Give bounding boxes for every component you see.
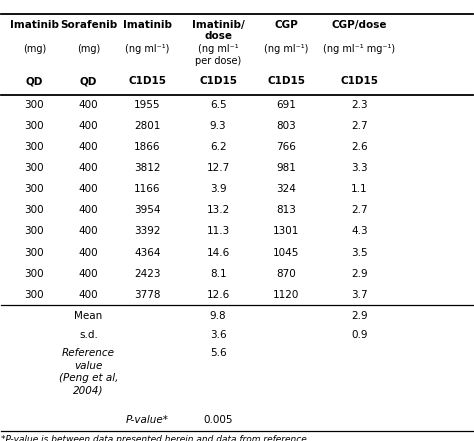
Text: s.d.: s.d. [79, 330, 98, 340]
Text: 1.1: 1.1 [351, 184, 368, 194]
Text: C1D15: C1D15 [128, 76, 166, 86]
Text: CGP/dose: CGP/dose [332, 19, 387, 30]
Text: Imatinib: Imatinib [123, 19, 172, 30]
Text: 400: 400 [79, 100, 99, 110]
Text: (ng ml⁻¹
per dose): (ng ml⁻¹ per dose) [195, 44, 241, 66]
Text: 1866: 1866 [134, 142, 161, 152]
Text: (ng ml⁻¹): (ng ml⁻¹) [264, 44, 309, 54]
Text: 300: 300 [25, 226, 44, 236]
Text: 813: 813 [276, 206, 296, 215]
Text: 300: 300 [25, 290, 44, 299]
Text: 6.2: 6.2 [210, 142, 227, 152]
Text: 2423: 2423 [134, 269, 161, 279]
Text: C1D15: C1D15 [199, 76, 237, 86]
Text: CGP: CGP [274, 19, 298, 30]
Text: 4.3: 4.3 [351, 226, 368, 236]
Text: 9.8: 9.8 [210, 311, 227, 321]
Text: QD: QD [26, 76, 43, 86]
Text: 300: 300 [25, 184, 44, 194]
Text: 4364: 4364 [134, 247, 161, 258]
Text: 2.7: 2.7 [351, 206, 368, 215]
Text: 324: 324 [276, 184, 296, 194]
Text: 9.3: 9.3 [210, 121, 227, 131]
Text: 11.3: 11.3 [207, 226, 230, 236]
Text: 300: 300 [25, 121, 44, 131]
Text: 3954: 3954 [134, 206, 161, 215]
Text: P-value*: P-value* [126, 415, 169, 425]
Text: Reference
value
(Peng et al,
2004): Reference value (Peng et al, 2004) [59, 348, 118, 396]
Text: 300: 300 [25, 206, 44, 215]
Text: 400: 400 [79, 163, 99, 173]
Text: 1045: 1045 [273, 247, 300, 258]
Text: C1D15: C1D15 [267, 76, 305, 86]
Text: C1D15: C1D15 [340, 76, 379, 86]
Text: Mean: Mean [74, 311, 103, 321]
Text: 2.9: 2.9 [351, 269, 368, 279]
Text: 400: 400 [79, 142, 99, 152]
Text: 1120: 1120 [273, 290, 300, 299]
Text: (ng ml⁻¹): (ng ml⁻¹) [125, 44, 170, 54]
Text: 12.6: 12.6 [207, 290, 230, 299]
Text: 2.3: 2.3 [351, 100, 368, 110]
Text: (ng ml⁻¹ mg⁻¹): (ng ml⁻¹ mg⁻¹) [323, 44, 396, 54]
Text: *P-value is between data presented herein and data from reference.: *P-value is between data presented herei… [1, 435, 310, 441]
Text: 400: 400 [79, 269, 99, 279]
Text: 3.7: 3.7 [351, 290, 368, 299]
Text: 2801: 2801 [134, 121, 161, 131]
Text: 400: 400 [79, 290, 99, 299]
Text: 400: 400 [79, 247, 99, 258]
Text: 400: 400 [79, 184, 99, 194]
Text: 8.1: 8.1 [210, 269, 227, 279]
Text: 300: 300 [25, 269, 44, 279]
Text: 981: 981 [276, 163, 296, 173]
Text: 1166: 1166 [134, 184, 161, 194]
Text: 803: 803 [277, 121, 296, 131]
Text: 3392: 3392 [134, 226, 161, 236]
Text: 13.2: 13.2 [207, 206, 230, 215]
Text: 766: 766 [276, 142, 296, 152]
Text: 5.6: 5.6 [210, 348, 227, 358]
Text: 14.6: 14.6 [207, 247, 230, 258]
Text: Imatinib/
dose: Imatinib/ dose [192, 19, 245, 41]
Text: 0.9: 0.9 [351, 330, 368, 340]
Text: 2.9: 2.9 [351, 311, 368, 321]
Text: (mg): (mg) [77, 44, 100, 54]
Text: 3778: 3778 [134, 290, 161, 299]
Text: 1301: 1301 [273, 226, 300, 236]
Text: 870: 870 [277, 269, 296, 279]
Text: 691: 691 [276, 100, 296, 110]
Text: 6.5: 6.5 [210, 100, 227, 110]
Text: 300: 300 [25, 163, 44, 173]
Text: Imatinib: Imatinib [10, 19, 59, 30]
Text: 2.7: 2.7 [351, 121, 368, 131]
Text: 400: 400 [79, 121, 99, 131]
Text: 3.5: 3.5 [351, 247, 368, 258]
Text: 0.005: 0.005 [203, 415, 233, 425]
Text: 300: 300 [25, 100, 44, 110]
Text: 12.7: 12.7 [207, 163, 230, 173]
Text: (mg): (mg) [23, 44, 46, 54]
Text: 3812: 3812 [134, 163, 161, 173]
Text: QD: QD [80, 76, 97, 86]
Text: 300: 300 [25, 247, 44, 258]
Text: 3.6: 3.6 [210, 330, 227, 340]
Text: 1955: 1955 [134, 100, 161, 110]
Text: 2.6: 2.6 [351, 142, 368, 152]
Text: 3.3: 3.3 [351, 163, 368, 173]
Text: 3.9: 3.9 [210, 184, 227, 194]
Text: 400: 400 [79, 226, 99, 236]
Text: 300: 300 [25, 142, 44, 152]
Text: 400: 400 [79, 206, 99, 215]
Text: Sorafenib: Sorafenib [60, 19, 117, 30]
